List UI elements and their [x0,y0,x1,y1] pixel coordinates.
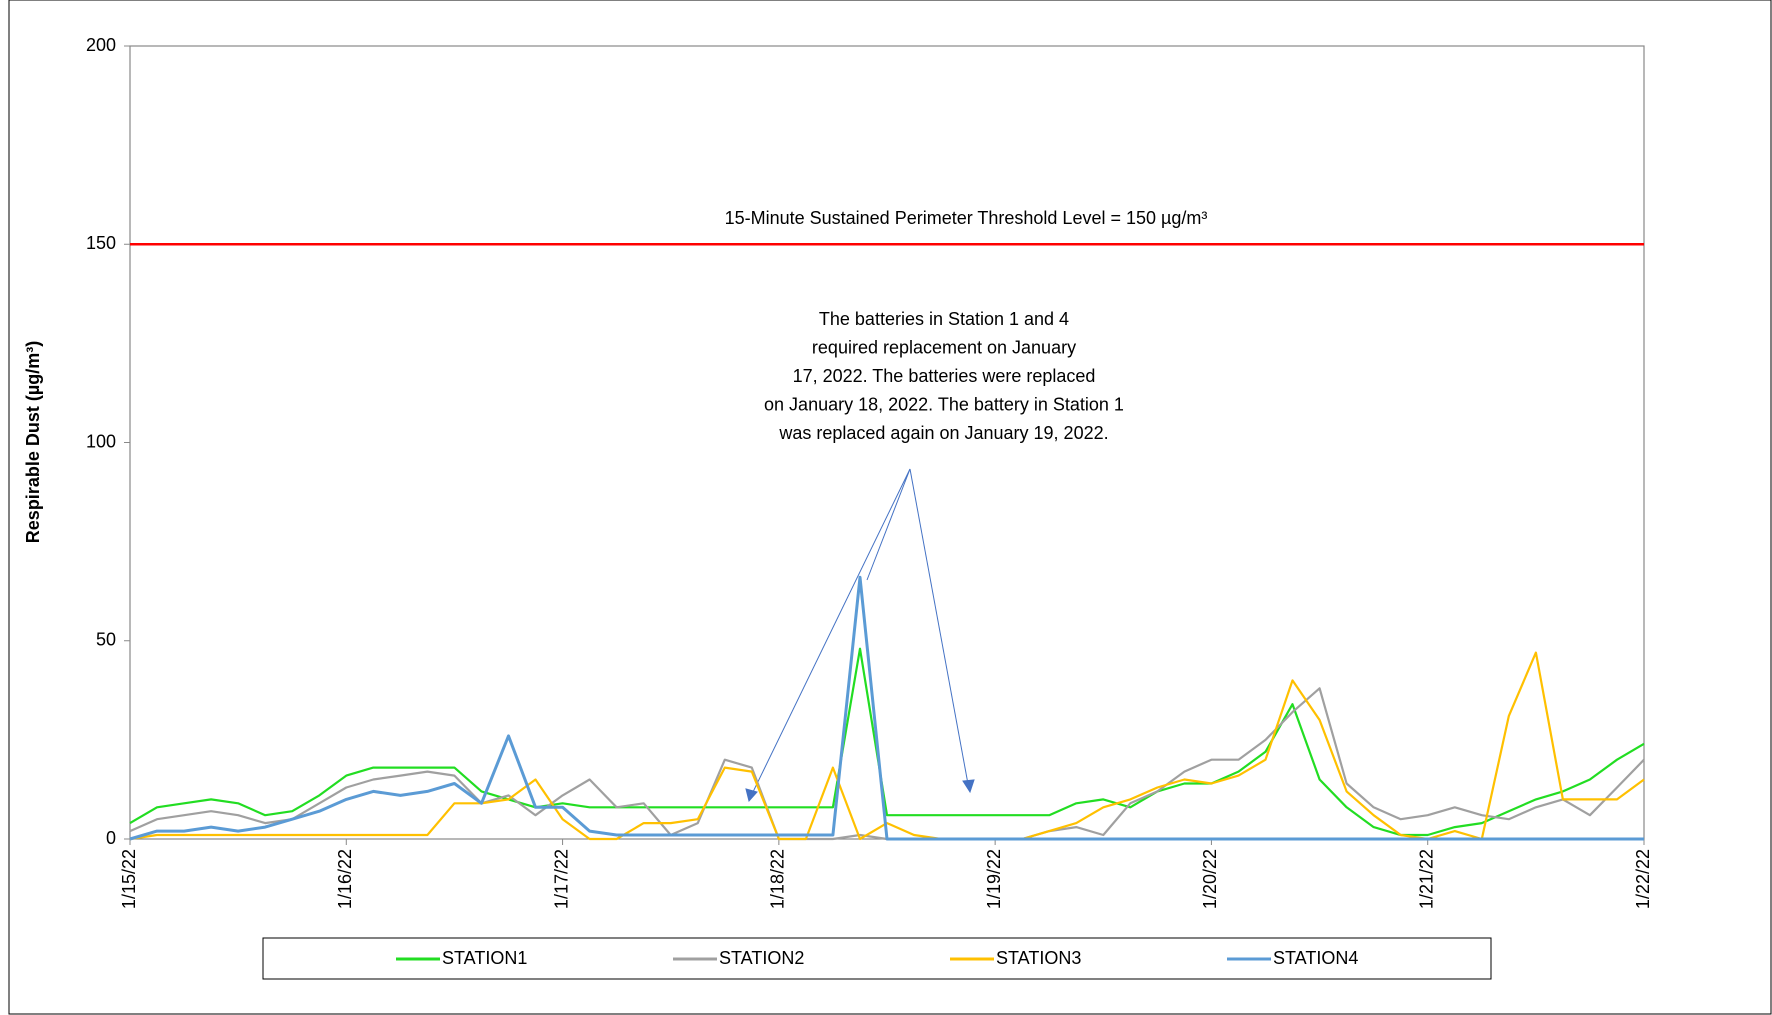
x-tick-label: 1/20/22 [1200,849,1220,909]
x-tick-label: 1/15/22 [119,849,139,909]
annotation-line: required replacement on January [812,337,1076,357]
x-tick-label: 1/17/22 [551,849,571,909]
annotation-line: on January 18, 2022. The battery in Stat… [764,394,1124,414]
y-tick-label: 200 [86,35,116,55]
chart-frame [8,0,1772,1015]
annotation-arrows [745,468,975,803]
y-tick-label: 100 [86,431,116,451]
y-axis-title: Respirable Dust (µg/m³) [23,341,43,543]
x-tick-label: 1/19/22 [984,849,1004,909]
arrow-head [745,788,758,803]
legend-label: STATION1 [442,948,527,968]
legend-label: STATION2 [719,948,804,968]
legend-label: STATION3 [996,948,1081,968]
arrow-line [909,468,969,785]
x-tick-label: 1/21/22 [1416,849,1436,909]
legend-box [262,937,1492,980]
y-tick-label: 150 [86,233,116,253]
y-tick-label: 50 [96,630,116,650]
series-line [129,575,1644,841]
arrow-line [751,468,911,795]
x-tick-label: 1/16/22 [335,849,355,909]
threshold-label: 15-Minute Sustained Perimeter Threshold … [725,208,1208,228]
x-tick-label: 1/18/22 [768,849,788,909]
series-line [129,647,1645,837]
arrow-head [962,779,975,794]
annotation-line: was replaced again on January 19, 2022. [778,423,1108,443]
annotation-line: The batteries in Station 1 and 4 [819,309,1069,329]
annotation-line: 17, 2022. The batteries were replaced [793,366,1096,386]
y-tick-label: 0 [106,828,116,848]
legend-label: STATION4 [1273,948,1358,968]
series-line [129,651,1645,841]
x-tick-label: 1/22/22 [1633,849,1653,909]
arrow-line [866,468,911,581]
